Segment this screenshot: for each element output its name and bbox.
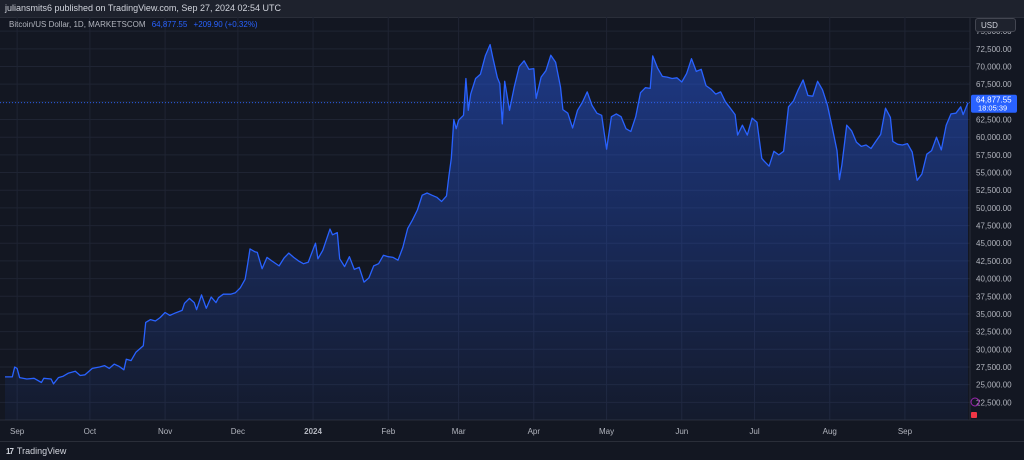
y-tick-label: 70,000.00 (976, 62, 1012, 71)
x-tick-label: Feb (381, 427, 395, 436)
y-tick-label: 72,500.00 (976, 45, 1012, 54)
x-tick-label: Nov (158, 427, 172, 436)
y-tick-label: 67,500.00 (976, 80, 1012, 89)
time-axis[interactable]: Sep Oct Nov Dec 2024 Feb Mar Apr May Jun Jul Aug Sep (10, 427, 913, 436)
top-bar: juliansmits6 published on TradingView.co… (0, 0, 1024, 18)
y-tick-label: 62,500.00 (976, 116, 1012, 125)
y-tick-label: 45,000.00 (976, 239, 1012, 248)
x-tick-label: May (599, 427, 614, 436)
x-tick-label: Apr (528, 427, 541, 436)
x-tick-label: Sep (898, 427, 913, 436)
y-tick-label: 27,500.00 (976, 363, 1012, 372)
y-tick-label: 55,000.00 (976, 169, 1012, 178)
y-tick-label: 35,000.00 (976, 310, 1012, 319)
x-tick-label: Mar (452, 427, 466, 436)
tradingview-logo[interactable]: 17 TradingView (6, 446, 66, 456)
x-tick-label: Jun (675, 427, 688, 436)
price-line[interactable] (5, 43, 969, 385)
y-tick-label: 32,500.00 (976, 328, 1012, 337)
y-tick-label: 57,500.00 (976, 151, 1012, 160)
symbol-name: Bitcoin/US Dollar, 1D, MARKETSCOM (9, 20, 146, 29)
last-price-tag (971, 94, 1017, 113)
publish-info: juliansmits6 published on TradingView.co… (5, 3, 281, 13)
alert-markers[interactable] (970, 397, 980, 418)
x-tick-label: 2024 (304, 427, 322, 436)
y-tick-label: 50,000.00 (976, 204, 1012, 213)
alert-icon[interactable] (970, 397, 980, 407)
y-tick-label: 37,500.00 (976, 292, 1012, 301)
bottom-bar: 17 TradingView (0, 441, 1024, 460)
x-tick-label: Oct (84, 427, 97, 436)
y-tick-label: 52,500.00 (976, 186, 1012, 195)
y-tick-label: 25,000.00 (976, 381, 1012, 390)
legend-change: +209.90 (+0.32%) (193, 20, 258, 29)
legend-price: 64,877.55 (151, 20, 188, 29)
symbol-legend[interactable]: Bitcoin/US Dollar, 1D, MARKETSCOM 64,877… (9, 20, 258, 29)
countdown-value: 18:05:39 (978, 104, 1007, 113)
y-tick-label: 47,500.00 (976, 222, 1012, 231)
series-area-group (5, 43, 969, 420)
x-tick-label: Aug (823, 427, 837, 436)
y-tick-label: 42,500.00 (976, 257, 1012, 266)
x-tick-label: Dec (231, 427, 245, 436)
last-price-value: 64,877.55 (976, 96, 1012, 105)
x-tick-label: Jul (749, 427, 759, 436)
x-tick-label: Sep (10, 427, 25, 436)
tradingview-brand: TradingView (16, 446, 67, 456)
currency-button[interactable]: USD (975, 18, 1016, 32)
tradingview-logo-icon: 17 (6, 446, 14, 456)
price-axis[interactable]: 22,500.00 25,000.00 27,500.00 30,000.00 32,5… (976, 27, 1012, 407)
y-tick-label: 60,000.00 (976, 133, 1012, 142)
y-tick-label: 22,500.00 (976, 398, 1012, 407)
y-tick-label: 30,000.00 (976, 345, 1012, 354)
event-flag-icon[interactable] (971, 412, 977, 418)
y-tick-label: 40,000.00 (976, 275, 1012, 284)
price-area-fill (5, 44, 968, 420)
